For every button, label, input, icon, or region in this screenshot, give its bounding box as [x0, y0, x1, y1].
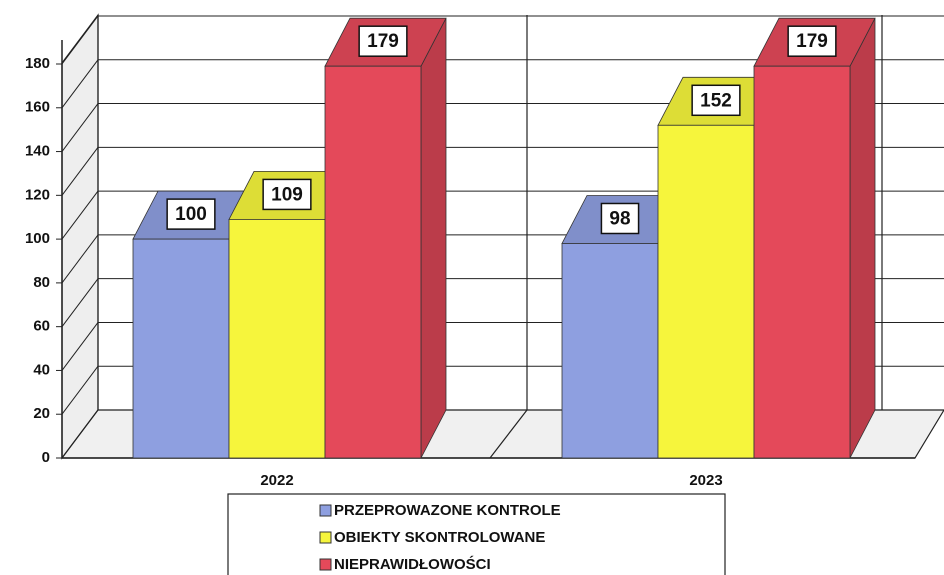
y-tick-label: 60: [33, 318, 50, 335]
side-wall: [61, 13, 99, 460]
y-tick-label: 100: [25, 230, 50, 247]
y-tick-label: 120: [25, 186, 50, 203]
value-label: 109: [271, 184, 303, 205]
y-tick-label: 0: [42, 449, 50, 466]
floor-divider: [489, 409, 528, 459]
value-label-box: [691, 84, 741, 117]
value-label: 98: [609, 209, 630, 230]
value-label-box: [787, 25, 837, 57]
bar-side: [849, 18, 876, 459]
legend-label: NIEPRAWIDŁOWOŚCI: [334, 555, 491, 573]
grid-line: [61, 190, 99, 240]
value-label-box: [600, 202, 640, 235]
x-tick-label: 2023: [689, 472, 722, 489]
value-label-box: [262, 178, 312, 211]
y-tick-label: 180: [25, 55, 50, 72]
bar: [324, 65, 422, 459]
bar-side: [420, 18, 447, 459]
bar: [132, 238, 230, 459]
grid-line: [61, 15, 99, 65]
bar: [228, 219, 326, 459]
value-label: 179: [796, 31, 828, 52]
bar: [561, 243, 659, 459]
grid-line: [61, 234, 99, 284]
legend-swatch: [319, 531, 332, 544]
grid-line: [61, 322, 99, 371]
value-label-box: [358, 25, 408, 57]
grid-line: [61, 409, 99, 459]
y-tick-label: 80: [33, 274, 50, 291]
x-tick-label: 2022: [260, 472, 293, 489]
value-label: 100: [175, 204, 207, 225]
legend-swatch: [319, 504, 332, 517]
y-tick-label: 140: [25, 143, 50, 160]
value-label: 179: [367, 31, 399, 52]
legend-label: PRZEPROWAZONE KONTROLE: [334, 502, 561, 519]
y-tick-label: 160: [25, 99, 50, 116]
grid-line: [61, 103, 99, 152]
value-label-box: [166, 198, 216, 230]
bar: [657, 124, 755, 459]
grid-line: [61, 278, 99, 327]
legend-swatch: [319, 558, 332, 571]
grid-line: [61, 147, 99, 196]
y-tick-label: 40: [33, 361, 50, 378]
bar: [753, 65, 851, 459]
grid-line: [61, 59, 99, 109]
grid-line: [61, 365, 99, 415]
legend: [227, 493, 726, 575]
value-label: 152: [700, 90, 732, 111]
legend-label: OBIEKTY SKONTROLOWANE: [334, 529, 545, 546]
y-tick-label: 20: [33, 405, 50, 422]
